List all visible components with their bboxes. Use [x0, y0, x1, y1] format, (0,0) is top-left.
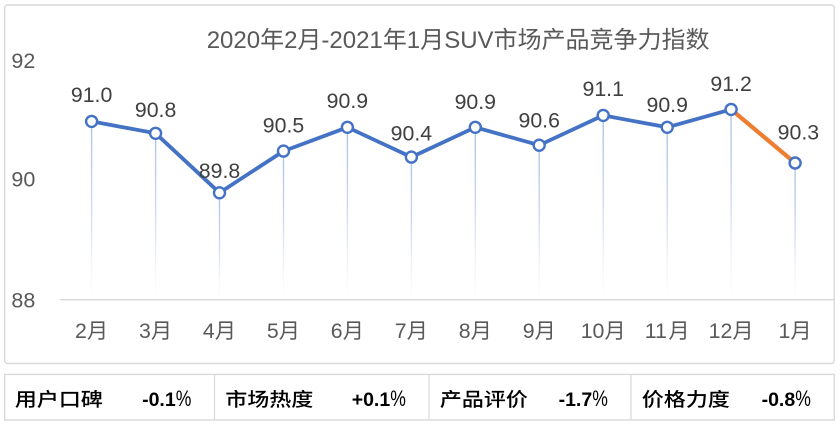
svg-text:5: 5: [267, 319, 279, 343]
svg-text:90.9: 90.9: [455, 90, 496, 114]
svg-text:4: 4: [203, 319, 215, 343]
svg-text:11: 11: [645, 319, 667, 343]
svg-text:89.8: 89.8: [199, 159, 240, 183]
svg-text:1: 1: [779, 319, 791, 343]
svg-text:90.3: 90.3: [778, 120, 819, 144]
svg-text:-2021: -2021: [321, 27, 382, 54]
svg-text:88: 88: [11, 289, 35, 313]
svg-text:90.9: 90.9: [327, 89, 368, 113]
svg-text:91.1: 91.1: [582, 77, 623, 101]
svg-text:+0.1: +0.1: [352, 389, 391, 411]
svg-text:7: 7: [395, 319, 407, 343]
svg-text:90.4: 90.4: [391, 121, 433, 145]
svg-text:-0.1: -0.1: [142, 389, 176, 411]
svg-text:3: 3: [139, 319, 151, 343]
svg-text:%: %: [795, 387, 811, 411]
svg-text:91.0: 91.0: [71, 83, 113, 107]
svg-text:6: 6: [331, 319, 343, 343]
svg-text:10: 10: [581, 319, 605, 343]
svg-text:-0.8: -0.8: [762, 389, 796, 411]
svg-text:90: 90: [11, 168, 35, 192]
svg-text:%: %: [592, 387, 608, 411]
svg-text:8: 8: [459, 319, 471, 343]
svg-text:90.8: 90.8: [135, 98, 176, 122]
svg-text:-1.7: -1.7: [559, 389, 593, 411]
svg-text:%: %: [390, 387, 406, 411]
svg-text:2: 2: [284, 27, 297, 54]
svg-text:91.2: 91.2: [710, 72, 751, 96]
svg-text:90.6: 90.6: [518, 109, 559, 133]
svg-text:90.5: 90.5: [263, 113, 304, 137]
svg-text:9: 9: [523, 319, 535, 343]
svg-text:1: 1: [407, 27, 420, 54]
svg-text:SUV: SUV: [444, 27, 493, 54]
svg-text:2: 2: [75, 319, 87, 343]
svg-text:12: 12: [709, 319, 733, 343]
svg-text:2020: 2020: [207, 27, 260, 54]
svg-text:90.9: 90.9: [646, 93, 687, 117]
svg-text:%: %: [176, 387, 192, 411]
svg-text:92: 92: [11, 49, 35, 73]
